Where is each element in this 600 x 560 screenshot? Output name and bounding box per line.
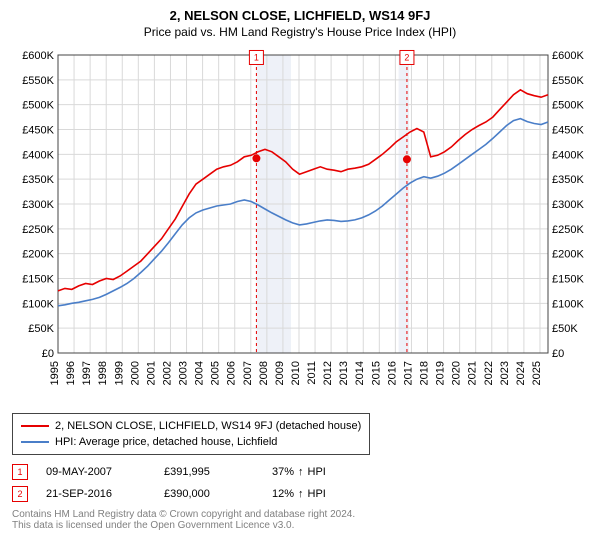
svg-text:2016: 2016 [386,361,398,385]
attribution-line: This data is licensed under the Open Gov… [12,520,588,531]
svg-text:2011: 2011 [306,361,318,385]
svg-text:£500K: £500K [552,100,584,112]
page-subtitle: Price paid vs. HM Land Registry's House … [12,25,588,39]
svg-text:£600K: £600K [552,50,584,62]
event-date: 21-SEP-2016 [46,488,146,500]
svg-text:2008: 2008 [258,361,270,385]
svg-text:1998: 1998 [97,361,109,385]
svg-text:2000: 2000 [129,361,141,385]
svg-text:£150K: £150K [22,274,54,286]
svg-text:2019: 2019 [435,361,447,385]
legend-row: 2, NELSON CLOSE, LICHFIELD, WS14 9FJ (de… [21,418,361,434]
svg-text:2017: 2017 [402,361,414,385]
svg-text:2007: 2007 [242,361,254,385]
svg-text:2001: 2001 [145,361,157,385]
svg-text:£50K: £50K [552,323,578,335]
event-badge: 1 [12,464,28,480]
svg-text:2015: 2015 [370,361,382,385]
svg-text:2002: 2002 [161,361,173,385]
event-delta: 37%↑HPI [272,466,326,478]
page-title: 2, NELSON CLOSE, LICHFIELD, WS14 9FJ [12,8,588,23]
svg-text:£350K: £350K [552,174,584,186]
svg-text:2006: 2006 [226,361,238,385]
svg-text:2009: 2009 [274,361,286,385]
svg-text:£300K: £300K [22,199,54,211]
svg-text:1997: 1997 [81,361,93,385]
svg-text:£400K: £400K [552,149,584,161]
arrow-up-icon: ↑ [298,488,304,500]
svg-text:£250K: £250K [552,224,584,236]
svg-text:1999: 1999 [113,361,125,385]
svg-text:1996: 1996 [65,361,77,385]
svg-text:£50K: £50K [28,323,54,335]
svg-text:£0: £0 [42,348,54,360]
event-delta: 12%↑HPI [272,488,326,500]
attribution: Contains HM Land Registry data © Crown c… [12,509,588,531]
svg-text:2022: 2022 [483,361,495,385]
legend-label: HPI: Average price, detached house, Lich… [55,436,277,448]
event-row: 1 09-MAY-2007 £391,995 37%↑HPI [12,461,588,483]
svg-text:2012: 2012 [322,361,334,385]
event-list: 1 09-MAY-2007 £391,995 37%↑HPI 2 21-SEP-2016 £… [12,461,588,505]
svg-text:2: 2 [404,52,409,62]
event-row: 2 21-SEP-2016 £390,000 12%↑HPI [12,483,588,505]
legend-swatch [21,425,49,427]
svg-text:£550K: £550K [552,75,584,87]
svg-text:2005: 2005 [210,361,222,385]
svg-text:2010: 2010 [290,361,302,385]
event-badge: 2 [12,486,28,502]
legend-swatch [21,441,49,443]
svg-text:2018: 2018 [419,361,431,385]
svg-text:£450K: £450K [22,125,54,137]
svg-text:2021: 2021 [467,361,479,385]
svg-text:2025: 2025 [531,361,543,385]
event-price: £391,995 [164,466,254,478]
svg-text:2014: 2014 [354,361,366,385]
arrow-up-icon: ↑ [298,466,304,478]
svg-text:£100K: £100K [552,298,584,310]
svg-text:£250K: £250K [22,224,54,236]
svg-text:2004: 2004 [194,361,206,385]
svg-text:2023: 2023 [499,361,511,385]
svg-text:£450K: £450K [552,125,584,137]
legend-row: HPI: Average price, detached house, Lich… [21,434,361,450]
price-chart: £0 £0 £50K £50K £100K £100K £150K £150K £200K £20… [12,47,588,407]
svg-text:2003: 2003 [178,361,190,385]
svg-text:£200K: £200K [552,249,584,261]
svg-text:£300K: £300K [552,199,584,211]
svg-text:£200K: £200K [22,249,54,261]
svg-text:£400K: £400K [22,149,54,161]
svg-text:1: 1 [254,52,259,62]
svg-text:1995: 1995 [49,361,61,385]
svg-text:£100K: £100K [22,298,54,310]
chart-container: £0 £0 £50K £50K £100K £100K £150K £150K £200K £20… [12,47,588,407]
svg-text:£150K: £150K [552,274,584,286]
svg-text:2020: 2020 [451,361,463,385]
svg-text:£350K: £350K [22,174,54,186]
legend: 2, NELSON CLOSE, LICHFIELD, WS14 9FJ (de… [12,413,370,455]
svg-text:£600K: £600K [22,50,54,62]
event-date: 09-MAY-2007 [46,466,146,478]
svg-text:£500K: £500K [22,100,54,112]
legend-label: 2, NELSON CLOSE, LICHFIELD, WS14 9FJ (de… [55,420,361,432]
event-price: £390,000 [164,488,254,500]
svg-text:2013: 2013 [338,361,350,385]
svg-text:£0: £0 [552,348,564,360]
attribution-line: Contains HM Land Registry data © Crown c… [12,509,588,520]
svg-text:£550K: £550K [22,75,54,87]
svg-text:2024: 2024 [515,361,527,385]
